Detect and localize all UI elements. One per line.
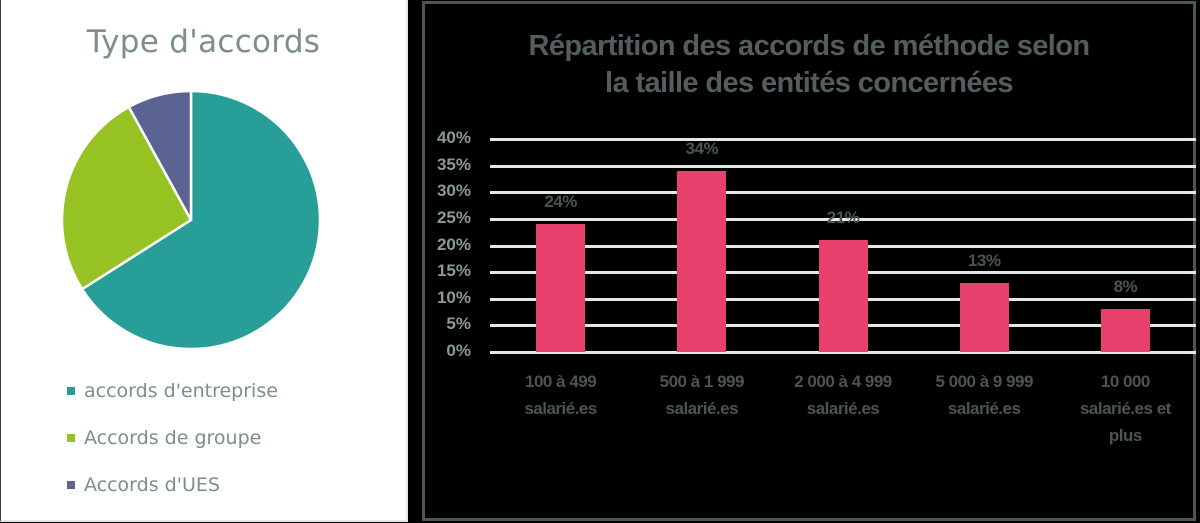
bar	[959, 282, 1009, 352]
pie-chart-panel: Type d'accords accords d'entreprise Acco…	[0, 0, 408, 522]
bar	[536, 224, 586, 352]
y-tick-label: 35%	[436, 154, 471, 174]
bar-chart-title: Répartition des accords de méthode selon…	[425, 28, 1193, 102]
legend-swatch-icon	[67, 386, 75, 395]
pie-slice-1	[80, 89, 322, 351]
x-tick-label-line: 10 000	[1100, 372, 1151, 391]
y-tick-label: 40%	[436, 128, 471, 147]
legend-label: accords d'entreprise	[84, 379, 278, 402]
y-tick-label: 0%	[446, 341, 471, 360]
bar-value-label: 34%	[685, 138, 719, 158]
gridline	[490, 164, 1196, 168]
x-tick-label-line: salarié.es	[806, 399, 880, 418]
x-tick-label: 100 à 499 salarié.es	[491, 368, 631, 422]
y-tick-label: 30%	[436, 181, 471, 201]
y-tick-label: 20%	[436, 234, 471, 254]
x-tick-label-line: 5 000 à 9 999	[935, 372, 1033, 391]
gridline	[490, 138, 1196, 141]
legend-swatch-icon	[67, 480, 75, 489]
legend-item-entreprise: accords d'entreprise	[67, 367, 278, 414]
gridline	[490, 217, 1196, 221]
legend-swatch-icon	[67, 433, 75, 442]
x-tick-label: 10 000 salarié.es et plus	[1055, 368, 1195, 449]
bar-chart-panel: Répartition des accords de méthode selon…	[422, 1, 1196, 521]
pie-slice-2	[60, 105, 193, 291]
x-tick-label-line: plus	[1108, 426, 1142, 445]
x-tick-label-line: 500 à 1 999	[659, 372, 745, 391]
y-tick-label: 25%	[436, 207, 471, 227]
x-tick-label-line: 2 000 à 4 999	[794, 372, 892, 391]
x-tick-label: 2 000 à 4 999 salarié.es	[773, 368, 913, 422]
bar	[818, 240, 868, 352]
y-tick-label: 10%	[436, 287, 471, 307]
x-tick-label: 500 à 1 999 salarié.es	[632, 368, 772, 422]
gridline	[490, 191, 1196, 195]
pie-chart	[60, 89, 322, 351]
legend-label: Accords de groupe	[84, 426, 262, 449]
pie-legend: accords d'entreprise Accords de groupe A…	[67, 367, 278, 508]
x-tick-label-line: salarié.es	[947, 399, 1021, 418]
x-tick-label-line: salarié.es	[524, 399, 597, 418]
x-tick-label-line: 100 à 499	[525, 372, 597, 391]
pie-slice-3	[127, 89, 193, 222]
legend-label: Accords d'UES	[84, 473, 220, 496]
y-tick-label: 5%	[446, 314, 471, 334]
bar	[677, 170, 727, 352]
bar	[1100, 309, 1150, 352]
legend-item-ues: Accords d'UES	[67, 461, 278, 508]
bar-chart-title-line1: Répartition des accords de méthode selon	[528, 30, 1091, 62]
bar-chart-title-line2: la taille des entités concernées	[605, 67, 1014, 99]
bar-value-label: 24%	[544, 192, 577, 212]
bar-value-label: 8%	[1113, 277, 1138, 297]
bar-value-label: 21%	[826, 208, 860, 228]
y-tick-label: 15%	[436, 261, 471, 281]
gridline	[490, 351, 1196, 354]
x-tick-label-line: salarié.es	[665, 399, 739, 418]
x-tick-label: 5 000 à 9 999 salarié.es	[914, 368, 1054, 422]
legend-item-groupe: Accords de groupe	[67, 414, 278, 461]
pie-chart-title: Type d'accords	[86, 24, 321, 60]
x-tick-label-line: salarié.es et	[1079, 399, 1171, 418]
bar-value-label: 13%	[967, 250, 1001, 270]
